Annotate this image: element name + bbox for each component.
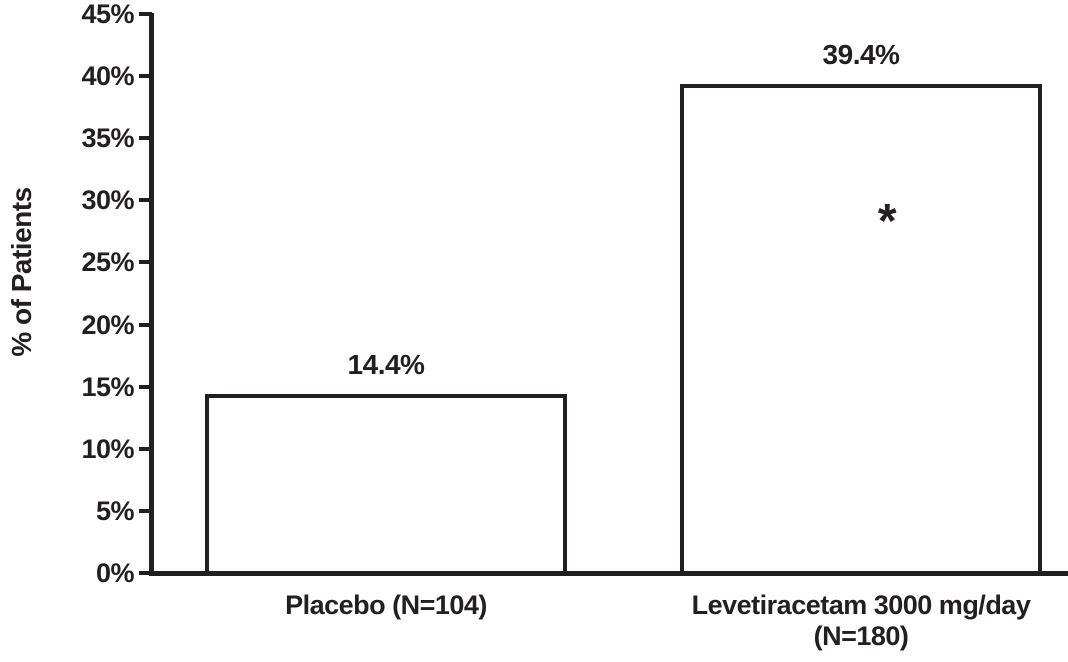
category-label-line: Levetiracetam 3000 mg/day [691,590,1031,620]
category-label: Placebo (N=104) [135,590,637,621]
bar-value-label: 14.4% [347,349,425,381]
x-axis-line [149,571,1068,576]
y-tick-mark [139,12,152,16]
y-tick-label: 30% [81,185,134,216]
y-axis-line [149,13,154,576]
y-tick-label: 35% [81,123,134,154]
y-tick-label: 25% [81,247,134,278]
y-tick-mark [139,508,152,513]
y-tick-label: 45% [81,0,134,29]
bar [205,394,567,575]
y-tick-mark [139,260,152,265]
y-tick-label: 5% [95,495,135,526]
y-tick-label: 20% [81,309,134,340]
y-tick-mark [139,322,152,327]
bar [680,83,1042,575]
significance-asterisk: * [877,194,897,248]
category-label-line: (N=180) [813,621,909,651]
y-tick-mark [139,198,152,203]
category-label-line: Placebo (N=104) [285,590,487,620]
y-tick-label: 10% [81,433,134,464]
y-tick-label: 40% [81,61,134,92]
y-tick-mark [139,136,152,141]
category-label: Levetiracetam 3000 mg/day (N=180) [610,590,1068,652]
y-tick-mark [139,74,152,79]
y-tick-mark [139,571,152,575]
bar-value-label: 39.4% [822,38,900,70]
y-tick-label: 0% [95,558,135,588]
y-tick-mark [139,446,152,451]
y-tick-mark [139,384,152,389]
y-tick-label: 15% [81,371,134,402]
